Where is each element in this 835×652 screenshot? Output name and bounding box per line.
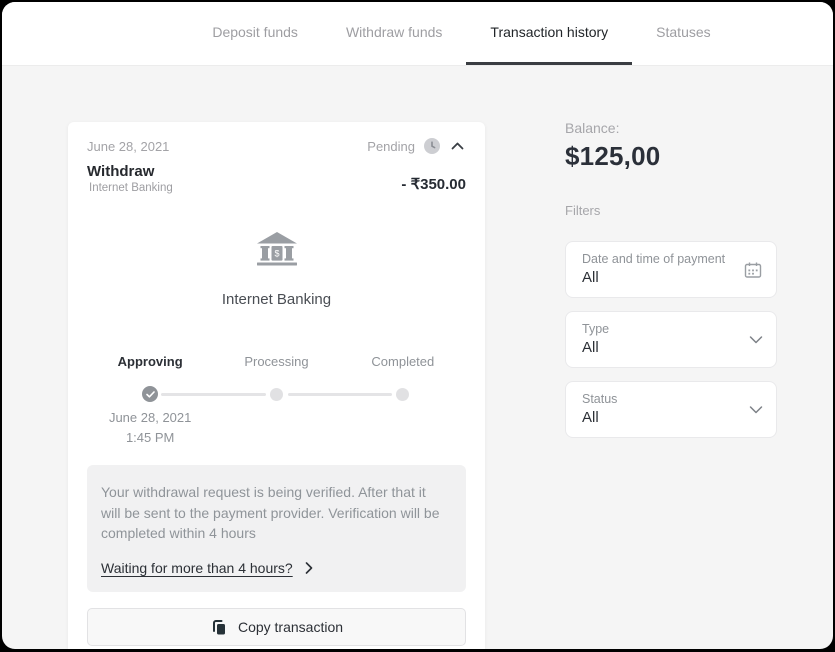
step-label-processing: Processing <box>244 354 309 369</box>
filter-type-value: All <box>582 339 599 356</box>
filters-label: Filters <box>565 203 601 218</box>
step-timestamp: June 28, 2021 1:45 PM <box>108 410 192 446</box>
filter-list: Date and time of payment All <box>565 241 777 438</box>
notice-text: Your withdrawal request is being verifie… <box>101 484 440 541</box>
progress-steps: Approving Processing Completed <box>87 354 466 448</box>
bank-icon: $ <box>254 230 300 275</box>
filter-status-value: All <box>582 409 599 426</box>
transaction-date: June 28, 2021 <box>87 138 170 154</box>
step-connector <box>161 392 266 396</box>
filter-date-time-value: All <box>582 269 599 286</box>
balance-value: $125,00 <box>565 141 661 171</box>
sidebar: Balance: $125,00 Filters Date and time o… <box>565 120 777 438</box>
chevron-down-icon <box>749 405 763 414</box>
tab-bar: Deposit funds Withdraw funds Transaction… <box>188 2 734 65</box>
step-dot-completed <box>395 386 411 402</box>
filter-type-label: Type <box>582 322 610 336</box>
chevron-right-icon <box>305 562 312 574</box>
transaction-amount: - ₹350.00 <box>401 176 466 193</box>
filter-type[interactable]: Type All <box>565 311 777 368</box>
svg-text:$: $ <box>274 249 279 259</box>
tab-deposit-funds[interactable]: Deposit funds <box>212 24 298 40</box>
check-icon <box>145 390 155 398</box>
filter-date-time[interactable]: Date and time of payment All <box>565 241 777 298</box>
calendar-icon <box>743 260 763 280</box>
tab-withdraw-funds[interactable]: Withdraw funds <box>345 24 443 40</box>
copy-icon <box>210 618 228 637</box>
balance-label: Balance: <box>565 120 620 136</box>
filter-date-time-label: Date and time of payment <box>582 252 726 266</box>
step-label-approving: Approving <box>117 354 183 369</box>
collapse-card-button[interactable] <box>449 140 466 152</box>
header: Deposit funds Withdraw funds Transaction… <box>2 2 833 66</box>
tab-statuses[interactable]: Statuses <box>656 24 711 40</box>
copy-transaction-label: Copy transaction <box>237 619 344 636</box>
payment-method-title: Internet Banking <box>221 291 332 308</box>
filter-status[interactable]: Status All <box>565 381 777 438</box>
waiting-link[interactable]: Waiting for more than 4 hours? <box>101 560 293 577</box>
copy-transaction-button[interactable]: Copy transaction <box>87 608 466 647</box>
step-dot-approving <box>142 386 159 402</box>
step-connector <box>287 392 392 396</box>
chevron-up-icon <box>451 142 464 150</box>
chevron-down-icon <box>749 335 763 344</box>
tab-transaction-history[interactable]: Transaction history <box>466 2 633 65</box>
clock-icon <box>424 138 440 154</box>
step-label-completed: Completed <box>371 354 435 369</box>
filter-status-label: Status <box>582 392 618 406</box>
step-dot-processing <box>269 386 285 402</box>
main-content: June 28, 2021 Pending <box>2 66 833 649</box>
status-text: Pending <box>367 138 415 154</box>
transaction-type: Withdraw <box>87 163 155 180</box>
verification-notice: Your withdrawal request is being verifie… <box>87 465 466 593</box>
waiting-link-row[interactable]: Waiting for more than 4 hours? <box>101 560 448 576</box>
transaction-card: June 28, 2021 Pending <box>68 122 485 649</box>
transaction-method: Internet Banking <box>89 182 173 194</box>
